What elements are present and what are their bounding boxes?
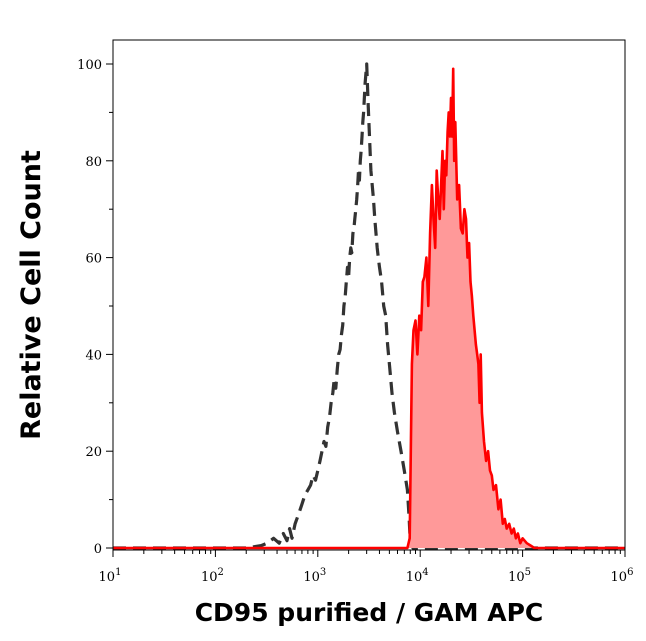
series-layer <box>113 62 625 550</box>
y-axis: 0 20 40 60 80 100 <box>77 58 113 557</box>
x-tick-label: 106 <box>611 567 634 585</box>
x-axis: 101 102 103 104 105 106 <box>99 550 634 585</box>
x-tick-label: 105 <box>508 567 531 585</box>
x-tick-label: 101 <box>99 567 122 585</box>
x-tick-label: 102 <box>201 567 224 585</box>
series-1-line <box>113 67 625 550</box>
y-tick-label: 40 <box>85 348 102 363</box>
y-axis-title: Relative Cell Count <box>16 150 47 440</box>
x-tick-label: 104 <box>406 567 429 585</box>
y-tick-label: 0 <box>94 542 102 557</box>
y-tick-label: 20 <box>85 445 102 460</box>
x-axis-title: CD95 purified / GAM APC <box>195 598 544 627</box>
y-tick-label: 100 <box>77 58 102 73</box>
series-0-dashed-line <box>113 62 625 550</box>
x-tick-label: 103 <box>303 567 326 585</box>
y-tick-label: 60 <box>85 252 102 267</box>
plot-frame <box>112 39 626 551</box>
y-tick-label: 80 <box>85 155 102 170</box>
